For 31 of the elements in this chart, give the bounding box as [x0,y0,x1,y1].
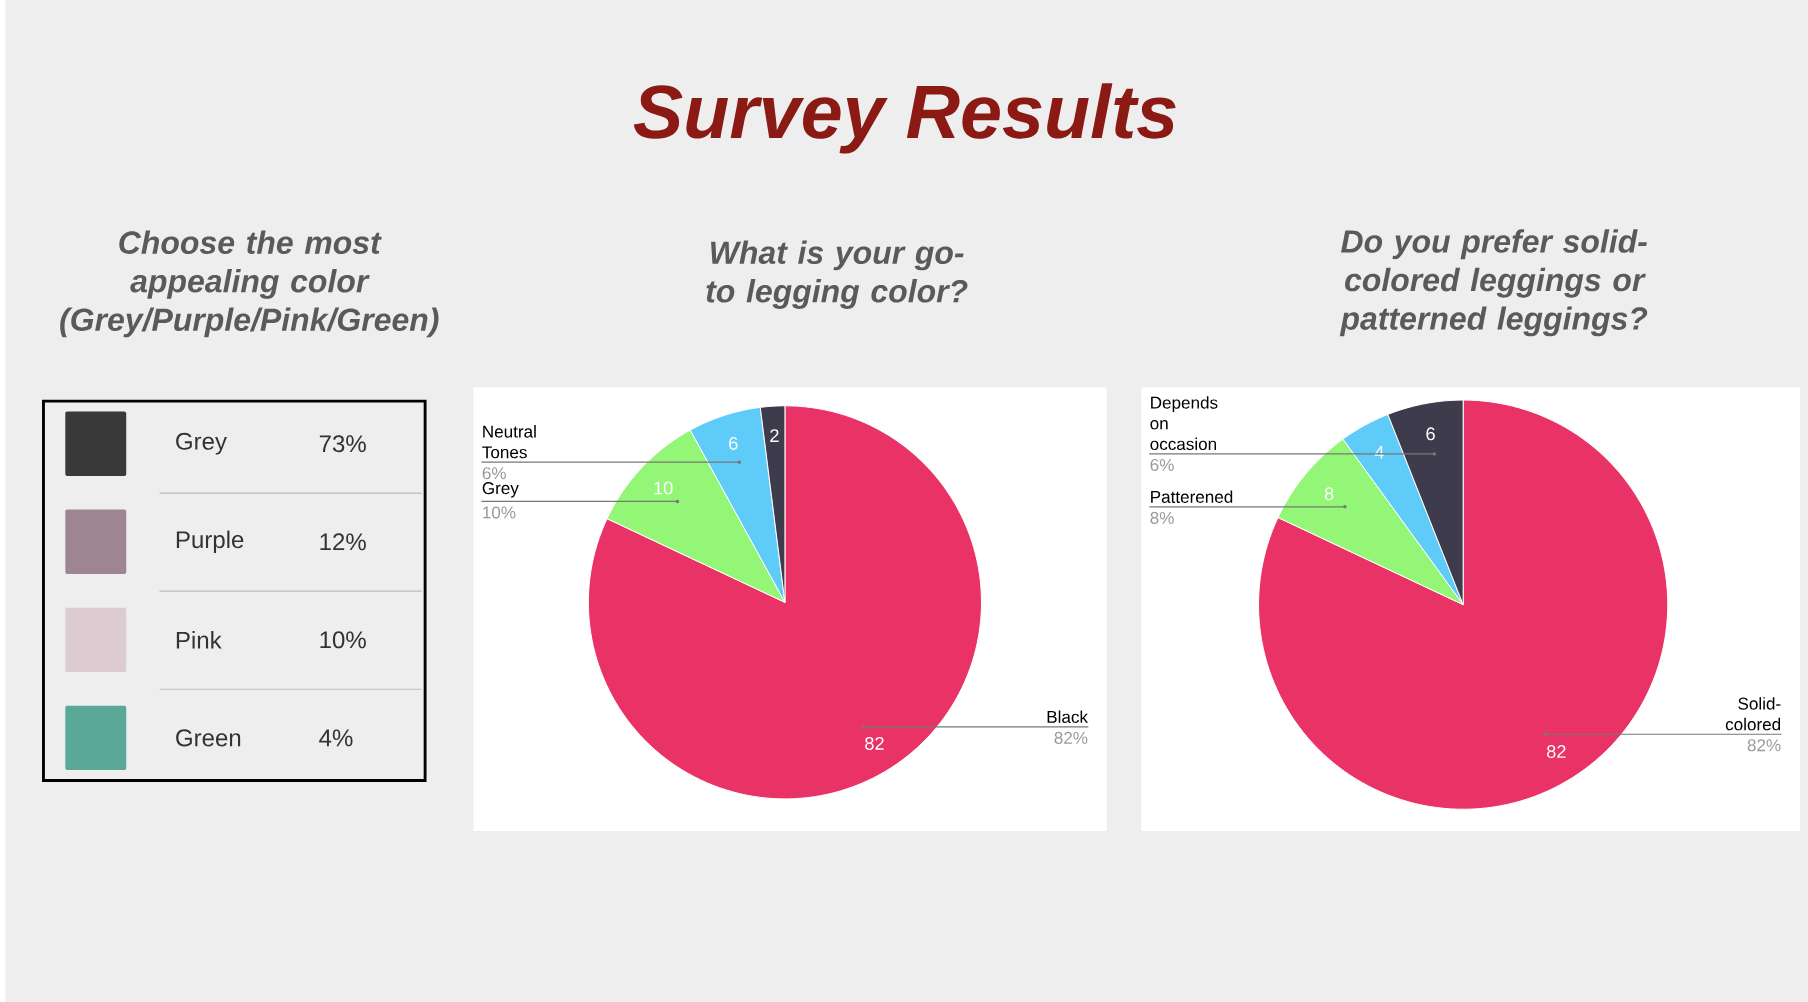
data-label: 6 [1426,427,1435,441]
data-label: 82 [865,736,884,750]
data-label: 82 [1546,744,1566,758]
category-label: Purple [176,530,244,553]
slice-label: Depends on occasion [1150,396,1218,450]
category-label: Green [176,729,241,747]
slice-label: Neutral Tones [482,424,536,459]
text: 6% [1150,458,1174,471]
slice-label: Patterened [1151,490,1233,503]
text: 4% [319,729,353,747]
chart-title: What is your go-to legging color? [706,240,968,309]
slice-label: Solid-colored [1725,697,1781,731]
text: Choose the most appealing color (Grey/Purple/Pink/Green) [60,230,439,338]
slice-label: Grey [482,481,519,498]
text: 6% [482,466,506,480]
data-label: 2 [770,429,779,442]
text: 10% [483,506,516,519]
text: 12% [320,533,366,551]
data-label: 8 [1324,487,1334,501]
data-label: 10 [654,481,673,495]
text: 10% [320,631,366,649]
slice-label: Black [1047,710,1089,723]
category-label: Pink [176,630,222,649]
data-label: 6 [729,436,738,450]
text: 73% [319,435,366,453]
category-label: Grey [176,432,227,455]
text: 82% [1747,739,1781,752]
chart-title: Do you prefer solid-colored leggings or patterned leggings? [1339,229,1648,337]
text: 82% [1054,731,1088,744]
text: 8% [1150,511,1174,524]
text: Survey Results [633,83,1176,154]
